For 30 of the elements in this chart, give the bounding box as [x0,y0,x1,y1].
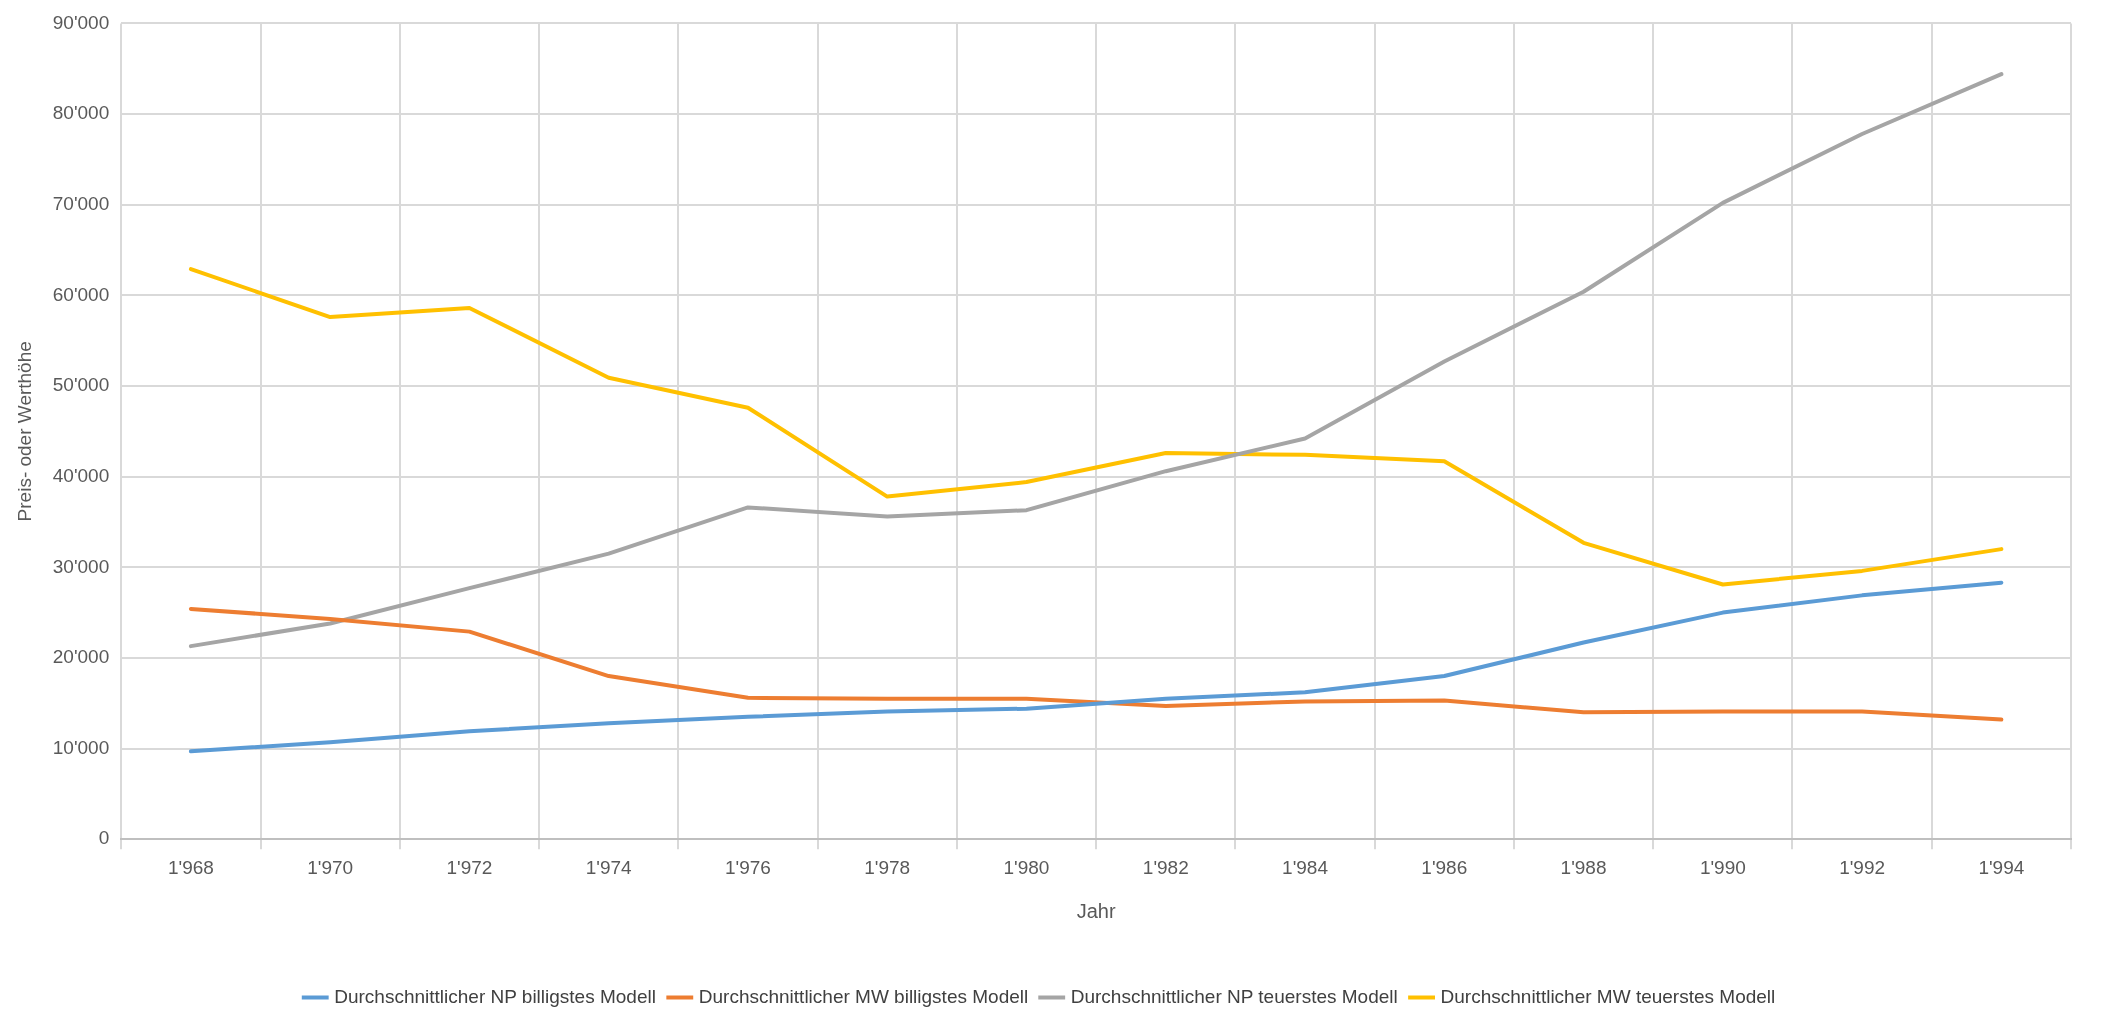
legend-label: Durchschnittlicher MW billigstes Modell [698,985,1029,1007]
legend-label: Durchschnittlicher MW teuerstes Modell [1440,985,1776,1007]
y-tick-label: 50'000 [52,374,110,396]
x-tick-label: 1'980 [1003,856,1050,878]
y-tick-label: 10'000 [52,736,110,758]
y-tick-label: 20'000 [52,646,110,668]
x-tick-label: 1'974 [585,856,633,878]
x-tick-label: 1'988 [1560,856,1607,878]
y-tick-label: 70'000 [52,192,110,214]
x-tick-label: 1'968 [167,856,214,878]
legend-label: Durchschnittlicher NP teuerstes Modell [1070,985,1398,1007]
x-axis-title: Jahr [1076,899,1116,922]
y-tick-label: 40'000 [52,464,110,486]
x-tick-label: 1'992 [1839,856,1886,878]
y-tick-label: 30'000 [52,555,110,577]
y-tick-label: 80'000 [52,102,110,124]
y-tick-label: 60'000 [52,283,110,305]
y-tick-label: 90'000 [52,11,110,33]
y-axis-title: Preis- oder Werthöhe [13,341,35,522]
x-tick-label: 1'982 [1142,856,1189,878]
x-tick-label: 1'978 [864,856,911,878]
x-tick-label: 1'972 [446,856,493,878]
x-tick-label: 1'986 [1421,856,1468,878]
x-tick-label: 1'990 [1699,856,1746,878]
x-tick-label: 1'976 [725,856,771,878]
legend-label: Durchschnittlicher NP billigstes Modell [334,985,656,1007]
x-tick-label: 1'994 [1978,856,2025,878]
x-tick-label: 1'970 [307,856,354,878]
x-tick-label: 1'984 [1282,856,1329,878]
y-tick-label: 0 [98,827,110,849]
